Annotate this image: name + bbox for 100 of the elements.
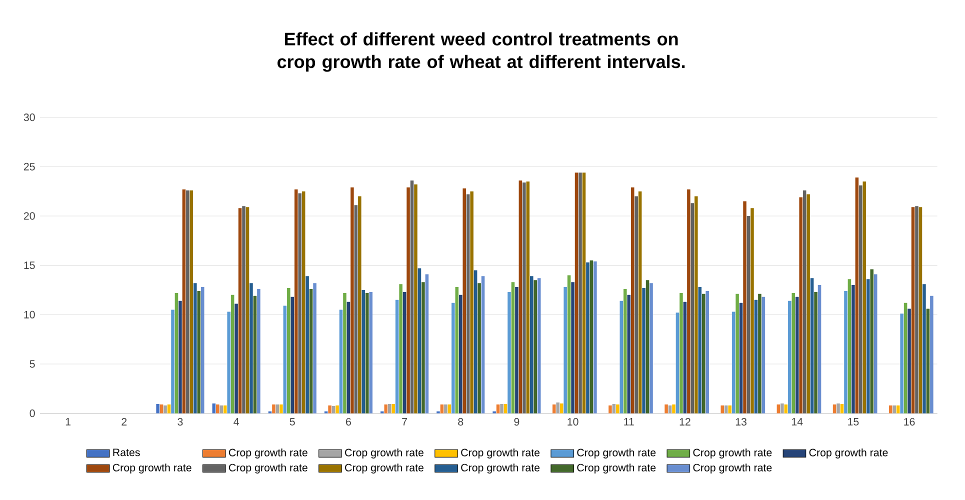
- bar: [918, 207, 922, 414]
- bar: [518, 180, 522, 414]
- bar: [200, 287, 204, 414]
- bar: [567, 275, 571, 414]
- bar: [369, 292, 372, 414]
- legend-label: Crop growth rate: [809, 448, 888, 458]
- x-tick-label: 9: [514, 418, 520, 426]
- bar: [668, 405, 672, 414]
- bar: [194, 283, 197, 414]
- bar: [746, 216, 750, 414]
- bar: [358, 196, 362, 414]
- bar: [298, 193, 302, 414]
- bar: [608, 405, 612, 414]
- bar: [638, 191, 642, 414]
- bar: [522, 182, 526, 414]
- bar: [496, 404, 500, 414]
- bar: [257, 289, 260, 414]
- legend-label: Crop growth rate: [112, 464, 192, 474]
- bar: [806, 194, 810, 414]
- bar: [197, 290, 201, 414]
- bar: [186, 190, 190, 414]
- bar: [866, 279, 870, 414]
- bar: [402, 292, 406, 414]
- bar: [736, 294, 739, 414]
- bar: [365, 292, 369, 414]
- bar: [706, 290, 709, 414]
- x-tick-label: 6: [346, 418, 351, 426]
- bar: [350, 187, 354, 414]
- bar: [855, 178, 859, 414]
- bar: [174, 292, 178, 414]
- bar: [470, 191, 474, 414]
- bar: [720, 405, 724, 414]
- bar: [354, 205, 358, 414]
- bar: [930, 296, 934, 414]
- bar: [664, 404, 668, 414]
- bar: [624, 289, 627, 414]
- bar: [892, 405, 896, 414]
- y-tick-label: 25: [24, 162, 35, 170]
- bar: [870, 269, 874, 414]
- bar: [818, 285, 822, 414]
- bar: [874, 274, 878, 414]
- x-tick-label: 13: [736, 418, 746, 426]
- bar: [178, 300, 182, 414]
- bar: [343, 292, 346, 414]
- bar: [698, 287, 702, 414]
- bar: [452, 302, 455, 414]
- bar: [294, 189, 298, 414]
- bar: [171, 310, 174, 414]
- bar: [836, 403, 840, 414]
- legend-label: Crop growth rate: [461, 464, 540, 474]
- x-tick-label: 11: [624, 418, 634, 426]
- bar: [627, 294, 631, 414]
- bar: [328, 405, 332, 414]
- bar: [650, 283, 653, 414]
- x-tick-label: 7: [402, 418, 407, 426]
- bar: [290, 296, 294, 414]
- bar: [672, 404, 676, 414]
- bar: [564, 287, 567, 414]
- x-tick-label: 16: [904, 418, 915, 426]
- bar: [216, 404, 220, 414]
- bar: [309, 289, 313, 414]
- bar: [862, 181, 866, 414]
- bar: [683, 302, 687, 414]
- bar: [888, 405, 892, 414]
- bar: [234, 304, 238, 414]
- bar: [223, 405, 227, 414]
- legend-label: Crop growth rate: [693, 464, 772, 474]
- bar: [287, 288, 290, 414]
- bar: [900, 314, 904, 414]
- y-tick-label: 5: [30, 360, 35, 368]
- bar: [246, 207, 250, 414]
- bar: [444, 404, 448, 414]
- bar: [922, 284, 926, 414]
- bar: [362, 290, 366, 414]
- bar: [634, 196, 638, 414]
- bar: [612, 404, 616, 414]
- bar: [732, 312, 736, 414]
- bar: [462, 188, 466, 414]
- bar: [481, 276, 485, 414]
- bar: [220, 405, 223, 414]
- bar: [702, 294, 706, 414]
- bar: [814, 292, 818, 414]
- bar: [283, 306, 287, 414]
- bar: [676, 312, 680, 414]
- bar: [687, 189, 690, 414]
- bar: [500, 404, 504, 414]
- bar: [190, 190, 194, 414]
- bar: [167, 404, 171, 414]
- legend-label: Crop growth rate: [229, 464, 308, 474]
- bar: [630, 187, 634, 414]
- bar: [552, 404, 556, 414]
- bar: [458, 294, 462, 414]
- bar: [578, 172, 582, 414]
- bar: [852, 285, 855, 414]
- bar: [780, 403, 784, 414]
- bar: [515, 287, 518, 414]
- bar: [556, 402, 560, 414]
- bar: [164, 405, 167, 414]
- bar: [788, 300, 792, 414]
- bar: [590, 260, 594, 414]
